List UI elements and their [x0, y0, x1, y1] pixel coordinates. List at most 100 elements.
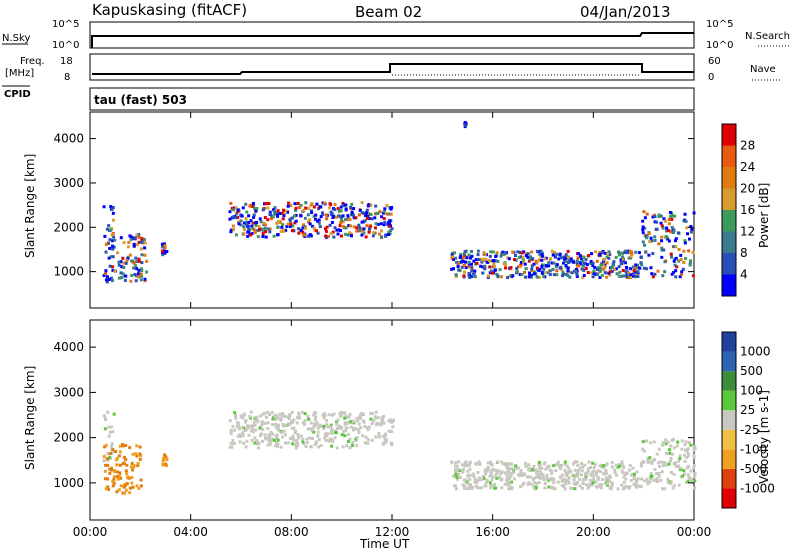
echo-cell: [506, 483, 510, 487]
echo-cell: [470, 269, 474, 273]
echo-cell: [315, 421, 319, 425]
echo-cell: [339, 411, 343, 415]
echo-cell: [493, 268, 497, 272]
echo-cell: [486, 466, 490, 470]
echo-cell: [114, 458, 118, 462]
echo-cell: [108, 246, 112, 250]
echo-cell: [683, 241, 687, 245]
echo-cell: [105, 227, 109, 231]
echo-cell: [250, 224, 254, 228]
echo-cell: [299, 434, 303, 438]
echo-cell: [347, 224, 351, 228]
echo-cell: [562, 477, 566, 481]
echo-cell: [585, 483, 589, 487]
echo-cell: [450, 461, 454, 465]
echo-cell: [261, 232, 265, 236]
echo-cell: [106, 485, 110, 489]
echo-cell: [111, 268, 115, 272]
echo-cell: [244, 217, 248, 221]
echo-cell: [559, 465, 563, 469]
echo-cell: [635, 485, 639, 489]
echo-cell: [604, 468, 608, 472]
x-tick-label: 04:00: [173, 525, 208, 539]
echo-cell: [104, 443, 108, 447]
echo-cell: [450, 255, 454, 259]
echo-cell: [367, 230, 371, 234]
echo-cell: [454, 487, 458, 491]
echo-cell: [133, 236, 137, 240]
echo-cell: [519, 468, 523, 472]
echo-cell: [236, 220, 240, 224]
echo-cell: [354, 216, 358, 220]
echo-cell: [483, 252, 487, 256]
echo-cell: [473, 480, 477, 484]
echo-cell: [336, 207, 340, 211]
echo-cell: [282, 229, 286, 233]
echo-cell: [539, 477, 543, 481]
echo-cell: [671, 214, 675, 218]
echo-cell: [276, 428, 280, 432]
echo-cell: [239, 415, 243, 419]
echo-cell: [379, 423, 383, 427]
echo-cell: [667, 222, 671, 226]
echo-cell: [561, 270, 565, 274]
echo-cell: [118, 450, 122, 454]
echo-cell: [495, 251, 499, 255]
echo-cell: [538, 252, 542, 256]
echo-cell: [667, 462, 671, 466]
echo-cell: [251, 430, 255, 434]
echo-cell: [323, 436, 327, 440]
echo-cell: [565, 473, 569, 477]
echo-cell: [636, 477, 640, 481]
echo-cell: [657, 472, 661, 476]
echo-cell: [294, 219, 298, 223]
echo-cell: [511, 250, 515, 254]
echo-cell: [234, 206, 238, 210]
echo-cell: [604, 251, 608, 255]
echo-cell: [324, 236, 328, 240]
echo-cell: [693, 474, 697, 478]
echo-cell: [102, 274, 106, 278]
echo-cell: [535, 275, 539, 279]
echo-cell: [303, 226, 307, 230]
echo-cell: [671, 486, 675, 490]
echo-cell: [651, 459, 655, 463]
echo-cell: [576, 256, 580, 260]
echo-cell: [341, 225, 345, 229]
echo-cell: [639, 464, 643, 468]
echo-cell: [674, 256, 678, 260]
echo-cell: [452, 484, 456, 488]
echo-cell: [582, 268, 586, 272]
echo-cell: [128, 446, 132, 450]
echo-cell: [646, 456, 650, 460]
echo-cell: [668, 451, 672, 455]
echo-cell: [252, 215, 256, 219]
echo-cell: [107, 434, 111, 438]
echo-cell: [382, 210, 386, 214]
echo-cell: [563, 460, 567, 464]
echo-cell: [362, 212, 366, 216]
echo-cell: [143, 241, 147, 245]
echo-cell: [266, 227, 270, 231]
echo-cell: [296, 201, 300, 205]
echo-cell: [381, 211, 385, 215]
echo-cell: [164, 455, 168, 459]
echo-cell: [555, 263, 559, 267]
echo-cell: [627, 486, 631, 490]
echo-cell: [537, 469, 541, 473]
echo-cell: [496, 460, 500, 464]
echo-cell: [313, 228, 317, 232]
echo-cell: [598, 252, 602, 256]
echo-cell: [598, 251, 602, 255]
echo-cell: [119, 484, 123, 488]
colorbar-swatch: [722, 351, 736, 372]
echo-cell: [385, 438, 389, 442]
echo-cell: [136, 272, 140, 276]
echo-cell: [111, 218, 115, 222]
echo-cell: [312, 215, 316, 219]
echo-cell: [507, 480, 511, 484]
echo-cell: [504, 472, 508, 476]
echo-cell: [564, 253, 568, 257]
echo-cell: [648, 456, 652, 460]
